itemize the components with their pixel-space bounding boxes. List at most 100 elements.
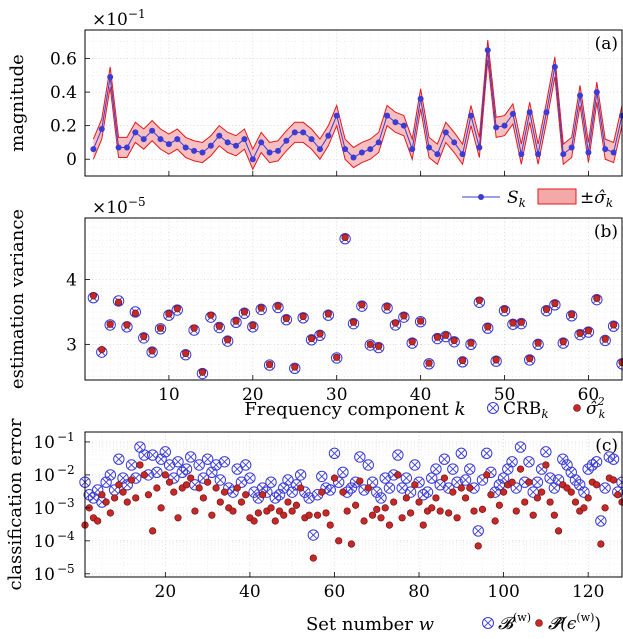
bound-point-ring — [375, 492, 387, 504]
error-point — [216, 498, 224, 506]
error-point — [597, 540, 605, 548]
crb-point-ring — [498, 304, 511, 317]
y-tick-power: −3 — [57, 496, 75, 510]
bound-point — [480, 447, 493, 460]
error-point — [457, 484, 465, 492]
error-point — [491, 517, 499, 525]
x-axis-label-var: w — [419, 614, 435, 635]
error-point — [339, 488, 347, 496]
bound-point-cross-b — [106, 470, 115, 479]
bound-point-ring — [316, 470, 328, 483]
series-point — [476, 144, 483, 151]
bound-point-cross-b — [512, 484, 521, 492]
crb-point-ring — [196, 367, 209, 380]
legend-band-sub: k — [606, 196, 613, 210]
variance-point — [324, 310, 332, 318]
series-point — [291, 129, 298, 136]
bound-point-ring — [185, 451, 197, 463]
bound-point-ring — [552, 474, 565, 486]
series-point — [400, 122, 407, 129]
series-point — [509, 110, 516, 117]
series-point — [241, 136, 248, 143]
crb-point-ring — [482, 322, 494, 334]
variance-point — [433, 333, 442, 341]
bound-point-ring — [442, 482, 455, 494]
variance-point — [123, 321, 131, 329]
error-point — [322, 509, 330, 517]
bound-point-ring — [421, 486, 434, 498]
series-point — [132, 129, 139, 136]
error-point — [335, 537, 343, 545]
error-point — [352, 501, 360, 509]
series-point — [501, 122, 508, 129]
bound-point-cross-b — [195, 461, 204, 469]
x-tick-label: 20 — [242, 385, 264, 405]
bound-point-ring — [476, 474, 489, 486]
error-point — [229, 507, 237, 515]
error-point — [445, 509, 453, 517]
series-point — [493, 124, 500, 131]
series-point — [426, 144, 433, 151]
crb-point-ring — [607, 320, 620, 332]
error-point — [237, 498, 246, 506]
crb-point-ring — [490, 355, 502, 367]
crb-point-ring — [414, 315, 427, 328]
error-point — [542, 461, 550, 469]
error-point — [580, 504, 588, 512]
bound-point — [172, 456, 184, 468]
series-point — [585, 149, 592, 156]
series-point — [333, 112, 340, 119]
variance-point — [341, 233, 349, 242]
x-tick-label: 10 — [158, 385, 180, 405]
bound-point-ring — [455, 447, 468, 460]
legend-crb-name: CRB — [503, 399, 541, 419]
legend-bound-label: 𝓑(w) — [498, 611, 531, 634]
series-point — [98, 126, 105, 133]
legend-crb-swatch-ring — [487, 402, 499, 414]
bound-point-cross-b — [305, 493, 314, 502]
bound-point-ring — [180, 463, 193, 475]
error-point — [119, 488, 127, 496]
series-point — [484, 47, 491, 54]
variance-point — [307, 334, 316, 343]
bound-point-cross-b — [216, 476, 225, 484]
error-point — [267, 504, 275, 512]
error-point — [115, 481, 123, 489]
variance-point — [282, 314, 290, 323]
crb-point-ring — [565, 310, 578, 322]
series-point — [384, 112, 391, 119]
bound-point — [362, 459, 374, 471]
bound-point — [404, 486, 417, 498]
error-point — [512, 507, 520, 515]
bound-point-ring — [464, 463, 476, 475]
bound-point-ring — [117, 472, 129, 484]
bound-point-cross-b — [212, 461, 221, 469]
x-tick-label: 50 — [494, 385, 516, 405]
error-point — [593, 481, 601, 489]
error-point — [495, 501, 503, 509]
bound-point — [557, 453, 569, 465]
crb-point-ring — [331, 352, 343, 364]
error-point — [487, 491, 495, 499]
bound-point-cross-b — [609, 455, 618, 464]
y-exponent-label-power: −1 — [128, 7, 146, 21]
y-axis-label: estimation variance — [7, 209, 28, 389]
bound-point — [307, 529, 320, 541]
bound-point-cross-b — [550, 484, 559, 492]
bound-point-cross-b — [410, 461, 419, 469]
bound-point-cross-b — [423, 488, 432, 497]
bound-point-ring — [113, 453, 125, 465]
error-point — [153, 484, 161, 492]
bound-point-ring — [535, 463, 548, 475]
crb-point-ring — [507, 318, 519, 330]
error-point — [478, 505, 487, 513]
variance-point — [349, 318, 358, 326]
bound-point-cross-b — [267, 478, 276, 487]
error-point — [165, 478, 174, 486]
bound-point — [214, 474, 227, 486]
bound-point-cross-b — [571, 476, 580, 484]
bound-point-cross-b — [309, 531, 318, 539]
series-point — [375, 139, 382, 146]
bound-point — [265, 476, 277, 488]
error-point — [258, 491, 267, 499]
